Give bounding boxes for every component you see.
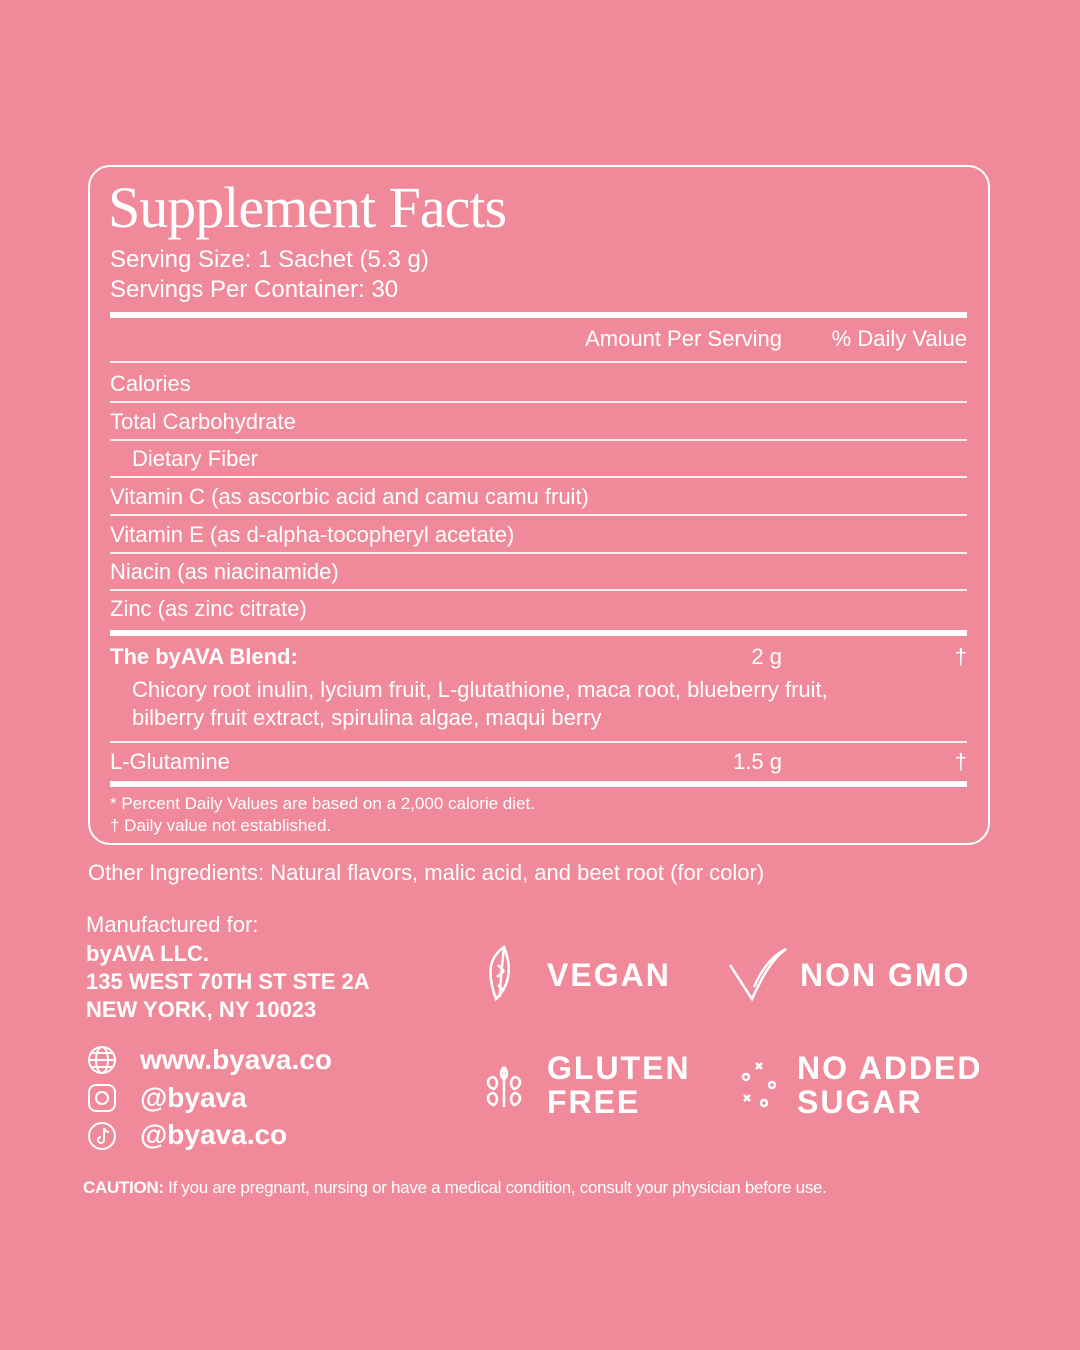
title: Supplement Facts — [108, 175, 507, 240]
badge-icons — [486, 945, 787, 1108]
nutrient-amount: 1.5 g — [733, 749, 782, 774]
other-ingredients: Other Ingredients: Natural flavors, mali… — [88, 860, 765, 885]
badge: FREE — [547, 1084, 641, 1120]
nutrient-name: Vitamin C (as ascorbic acid and camu cam… — [110, 484, 589, 509]
social-handle: www.byava.co — [140, 1044, 332, 1075]
badge: VEGAN — [547, 957, 671, 993]
rule — [110, 514, 967, 516]
blend-ingredients: bilberry fruit extract, spirulina algae,… — [132, 705, 602, 730]
nutrient-dv: † — [954, 749, 967, 774]
rule — [110, 741, 967, 743]
rule — [110, 439, 967, 441]
social-handle: @byava.co — [140, 1119, 288, 1150]
badge: NO ADDED — [797, 1050, 983, 1086]
footnote: * Percent Daily Values are based on a 2,… — [110, 794, 535, 813]
manufacturer-line: byAVA LLC. — [86, 941, 210, 966]
badge: GLUTEN — [547, 1050, 691, 1086]
column-header: Amount Per Serving — [585, 326, 782, 351]
nutrient-name: Vitamin E (as d-alpha-tocopheryl acetate… — [110, 522, 515, 547]
rule — [110, 781, 967, 787]
badge: NON GMO — [800, 957, 971, 993]
badge: SUGAR — [797, 1084, 923, 1120]
manufacturer-line: Manufactured for: — [86, 912, 259, 937]
column-header: % Daily Value — [831, 326, 967, 351]
rule — [110, 630, 967, 636]
caution-text: If you are pregnant, nursing or have a m… — [168, 1178, 827, 1197]
blend-ingredients: Chicory root inulin, lycium fruit, L-glu… — [132, 677, 828, 702]
footnote: † Daily value not established. — [110, 816, 332, 835]
blend-amount: 2 g — [751, 644, 782, 669]
rule — [110, 589, 967, 591]
nutrient-name: Dietary Fiber — [132, 446, 258, 471]
rule — [110, 401, 967, 403]
servings-per-container: Servings Per Container: 30 — [110, 276, 399, 303]
blend-dv: † — [954, 644, 967, 669]
caution-label: CAUTION: — [83, 1178, 164, 1197]
rule — [110, 361, 967, 363]
blend-name: The byAVA Blend: — [110, 644, 298, 669]
manufacturer-line: NEW YORK, NY 10023 — [86, 997, 317, 1022]
rule — [110, 312, 967, 318]
nutrient-name: L-Glutamine — [110, 749, 230, 774]
nutrient-name: Niacin (as niacinamide) — [110, 559, 339, 584]
nutrient-name: Zinc (as zinc citrate) — [110, 596, 307, 621]
panel-border — [88, 165, 990, 845]
manufacturer-line: 135 WEST 70TH ST STE 2A — [86, 969, 370, 994]
caution: CAUTION: If you are pregnant, nursing or… — [83, 1177, 827, 1199]
rule — [110, 476, 967, 478]
rule — [110, 552, 967, 554]
social-icons — [88, 1046, 116, 1150]
nutrient-name: Total Carbohydrate — [110, 409, 296, 434]
serving-size: Serving Size: 1 Sachet (5.3 g) — [110, 246, 429, 273]
social-handle: @byava — [140, 1082, 247, 1113]
nutrient-name: Calories — [110, 371, 191, 396]
